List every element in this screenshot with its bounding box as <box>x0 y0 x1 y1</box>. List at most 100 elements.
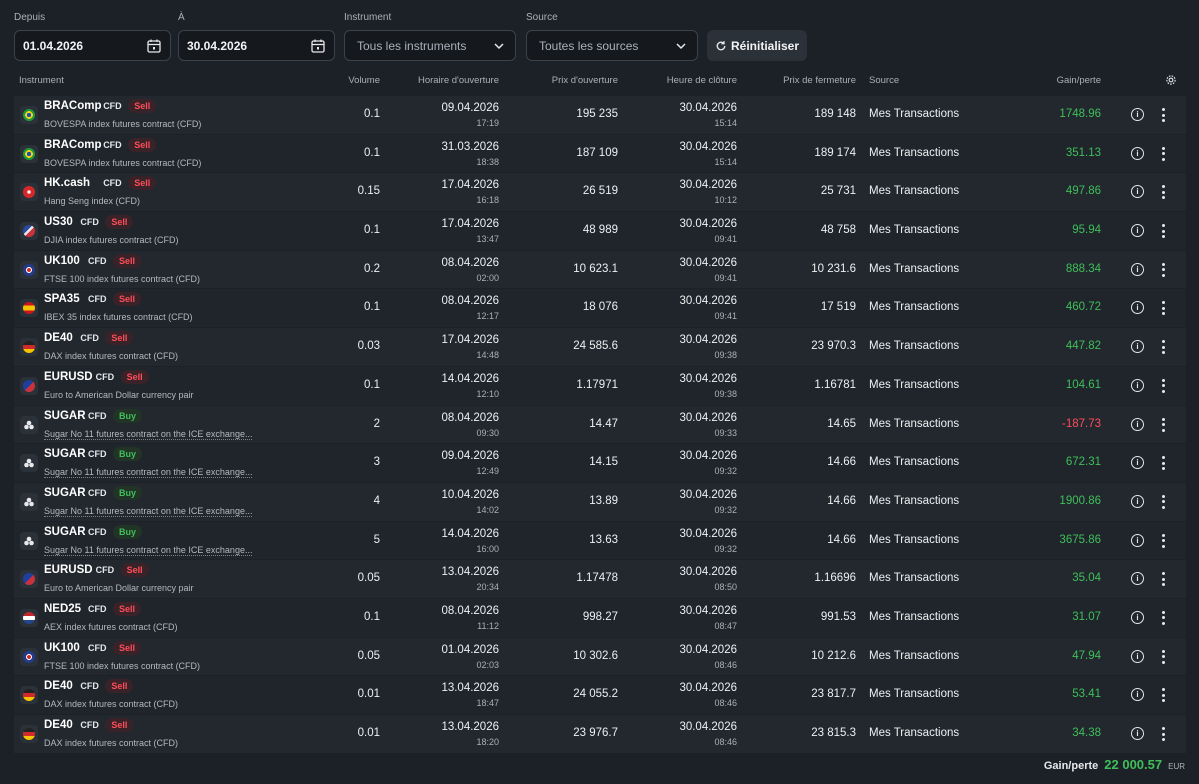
more-options-icon[interactable] <box>1160 107 1166 123</box>
instrument-symbol[interactable]: EURUSD <box>44 370 93 383</box>
info-icon[interactable]: i <box>1131 224 1144 238</box>
more-options-icon[interactable] <box>1160 649 1166 665</box>
instrument-symbol[interactable]: UK100 <box>44 641 80 654</box>
volume-cell: 0.2 <box>364 262 380 275</box>
source-select[interactable]: Toutes les sources <box>526 30 698 61</box>
col-volume[interactable]: Volume <box>348 75 380 86</box>
germany-flag-icon <box>20 338 38 357</box>
col-source[interactable]: Source <box>869 75 900 86</box>
gear-icon[interactable] <box>1165 74 1177 86</box>
more-options-icon[interactable] <box>1160 687 1166 703</box>
instrument-symbol[interactable]: SPA35 <box>44 293 80 306</box>
table-row[interactable]: HK.cash CFD Sell Hang Seng index (CFD) 0.15 1… <box>14 173 1186 213</box>
more-options-icon[interactable] <box>1160 417 1166 433</box>
table-row[interactable]: DE40 CFD Sell DAX index futures contract (C… <box>14 328 1186 367</box>
table-row[interactable]: US30 CFD Sell DJIA index futures contract (… <box>14 212 1186 251</box>
more-options-icon[interactable] <box>1160 184 1166 200</box>
more-options-icon[interactable] <box>1160 339 1166 355</box>
instrument-symbol[interactable]: SUGAR <box>44 448 86 461</box>
instrument-symbol[interactable]: US30 <box>44 216 73 229</box>
table-row[interactable]: SUGAR CFD Buy Sugar No 11 futures contract … <box>14 482 1186 522</box>
info-icon[interactable]: i <box>1131 262 1144 276</box>
instrument-symbol[interactable]: UK100 <box>44 254 80 267</box>
more-options-icon[interactable] <box>1160 571 1166 587</box>
more-options-icon[interactable] <box>1160 223 1166 239</box>
info-icon[interactable]: i <box>1131 649 1144 663</box>
source-label: Source <box>526 12 558 23</box>
table-row[interactable]: EURUSD CFD Sell Euro to American Dollar cur… <box>14 560 1186 599</box>
open-date-cell: 17.04.2026 <box>441 334 499 347</box>
open-price-cell: 26 519 <box>582 185 618 198</box>
reset-button[interactable]: Réinitialiser <box>707 30 807 61</box>
open-price-cell: 998.27 <box>582 610 618 623</box>
table-row[interactable]: NED25 CFD Sell AEX index futures contract (… <box>14 598 1186 638</box>
more-options-icon[interactable] <box>1160 533 1166 549</box>
col-open-time[interactable]: Horaire d'ouverture <box>417 75 499 86</box>
info-icon[interactable]: i <box>1131 378 1144 392</box>
open-time-cell: 16:18 <box>476 195 499 206</box>
table-row[interactable]: DE40 CFD Sell DAX index futures contract (C… <box>14 676 1186 715</box>
info-icon[interactable]: i <box>1131 572 1144 586</box>
info-icon[interactable]: i <box>1131 727 1144 740</box>
info-icon[interactable]: i <box>1131 494 1144 508</box>
info-icon[interactable]: i <box>1131 533 1144 547</box>
instrument-symbol[interactable]: BRAComp <box>44 100 102 112</box>
table-row[interactable]: SPA35 CFD Sell IBEX 35 index futures contra… <box>14 289 1186 329</box>
from-date-field[interactable]: 01.04.2026 <box>14 30 171 61</box>
info-icon[interactable]: i <box>1131 146 1144 160</box>
calendar-icon[interactable] <box>310 38 326 54</box>
instrument-symbol[interactable]: DE40 <box>44 332 73 345</box>
info-icon[interactable]: i <box>1131 417 1144 431</box>
more-options-icon[interactable] <box>1160 455 1166 471</box>
more-options-icon[interactable] <box>1160 300 1166 316</box>
info-icon[interactable]: i <box>1131 456 1144 470</box>
table-row[interactable]: SUGAR CFD Buy Sugar No 11 futures contract … <box>14 405 1186 445</box>
more-options-icon[interactable] <box>1160 610 1166 626</box>
close-time-cell: 09:32 <box>714 543 737 554</box>
calendar-icon[interactable] <box>146 38 162 54</box>
table-row[interactable]: EURUSD CFD Sell Euro to American Dollar cur… <box>14 366 1186 406</box>
table-row[interactable]: SUGAR CFD Buy Sugar No 11 futures contract … <box>14 444 1186 483</box>
more-options-icon[interactable] <box>1160 494 1166 510</box>
info-icon[interactable]: i <box>1131 610 1144 624</box>
more-options-icon[interactable] <box>1160 378 1166 394</box>
instrument-symbol[interactable]: NED25 <box>44 602 82 615</box>
total-pnl-amount: 22 000.57 <box>1104 757 1163 772</box>
open-date-cell: 13.04.2026 <box>441 566 499 579</box>
table-row[interactable]: DE40 CFD Sell DAX index futures contract (C… <box>14 715 1186 754</box>
col-open-price[interactable]: Prix d'ouverture <box>551 75 618 86</box>
table-row[interactable]: SUGAR CFD Buy Sugar No 11 futures contract … <box>14 521 1186 561</box>
uk-flag-icon <box>20 647 38 666</box>
instrument-symbol[interactable]: SUGAR <box>44 525 86 538</box>
instrument-symbol[interactable]: HK.cash <box>44 177 91 190</box>
table-row[interactable]: UK100 CFD Sell FTSE 100 index futures contr… <box>14 250 1186 290</box>
col-close-price[interactable]: Prix de fermeture <box>783 75 856 86</box>
instrument-symbol[interactable]: SUGAR <box>44 409 86 422</box>
col-close-time[interactable]: Heure de clôture <box>666 75 737 86</box>
col-pnl[interactable]: Gain/perte <box>1056 75 1101 86</box>
to-date-field[interactable]: 30.04.2026 <box>178 30 335 61</box>
open-price-cell: 1.17478 <box>576 572 618 585</box>
open-date-cell: 08.04.2026 <box>441 604 499 617</box>
table-row[interactable]: BRAComp CFD Sell BOVESPA index futures cont… <box>14 96 1186 135</box>
info-icon[interactable]: i <box>1131 688 1144 702</box>
instrument-symbol[interactable]: SUGAR <box>44 486 86 499</box>
instrument-symbol[interactable]: BRAComp <box>44 138 102 151</box>
info-icon[interactable]: i <box>1131 301 1144 315</box>
more-options-icon[interactable] <box>1160 726 1166 742</box>
instrument-symbol[interactable]: DE40 <box>44 680 73 693</box>
table-row[interactable]: UK100 CFD Sell FTSE 100 index futures contr… <box>14 637 1186 677</box>
col-instrument[interactable]: Instrument <box>19 75 64 86</box>
info-icon[interactable]: i <box>1131 108 1144 121</box>
instrument-symbol[interactable]: EURUSD <box>44 564 93 577</box>
close-time-cell: 09:41 <box>714 272 737 283</box>
volume-cell: 0.1 <box>364 301 380 314</box>
from-label: Depuis <box>14 12 46 23</box>
table-row[interactable]: BRAComp CFD Sell BOVESPA index futures cont… <box>14 134 1186 174</box>
info-icon[interactable]: i <box>1131 340 1144 354</box>
more-options-icon[interactable] <box>1160 146 1166 162</box>
instrument-select[interactable]: Tous les instruments <box>344 30 516 61</box>
instrument-symbol[interactable]: DE40 <box>44 719 73 731</box>
more-options-icon[interactable] <box>1160 262 1166 278</box>
info-icon[interactable]: i <box>1131 185 1144 199</box>
